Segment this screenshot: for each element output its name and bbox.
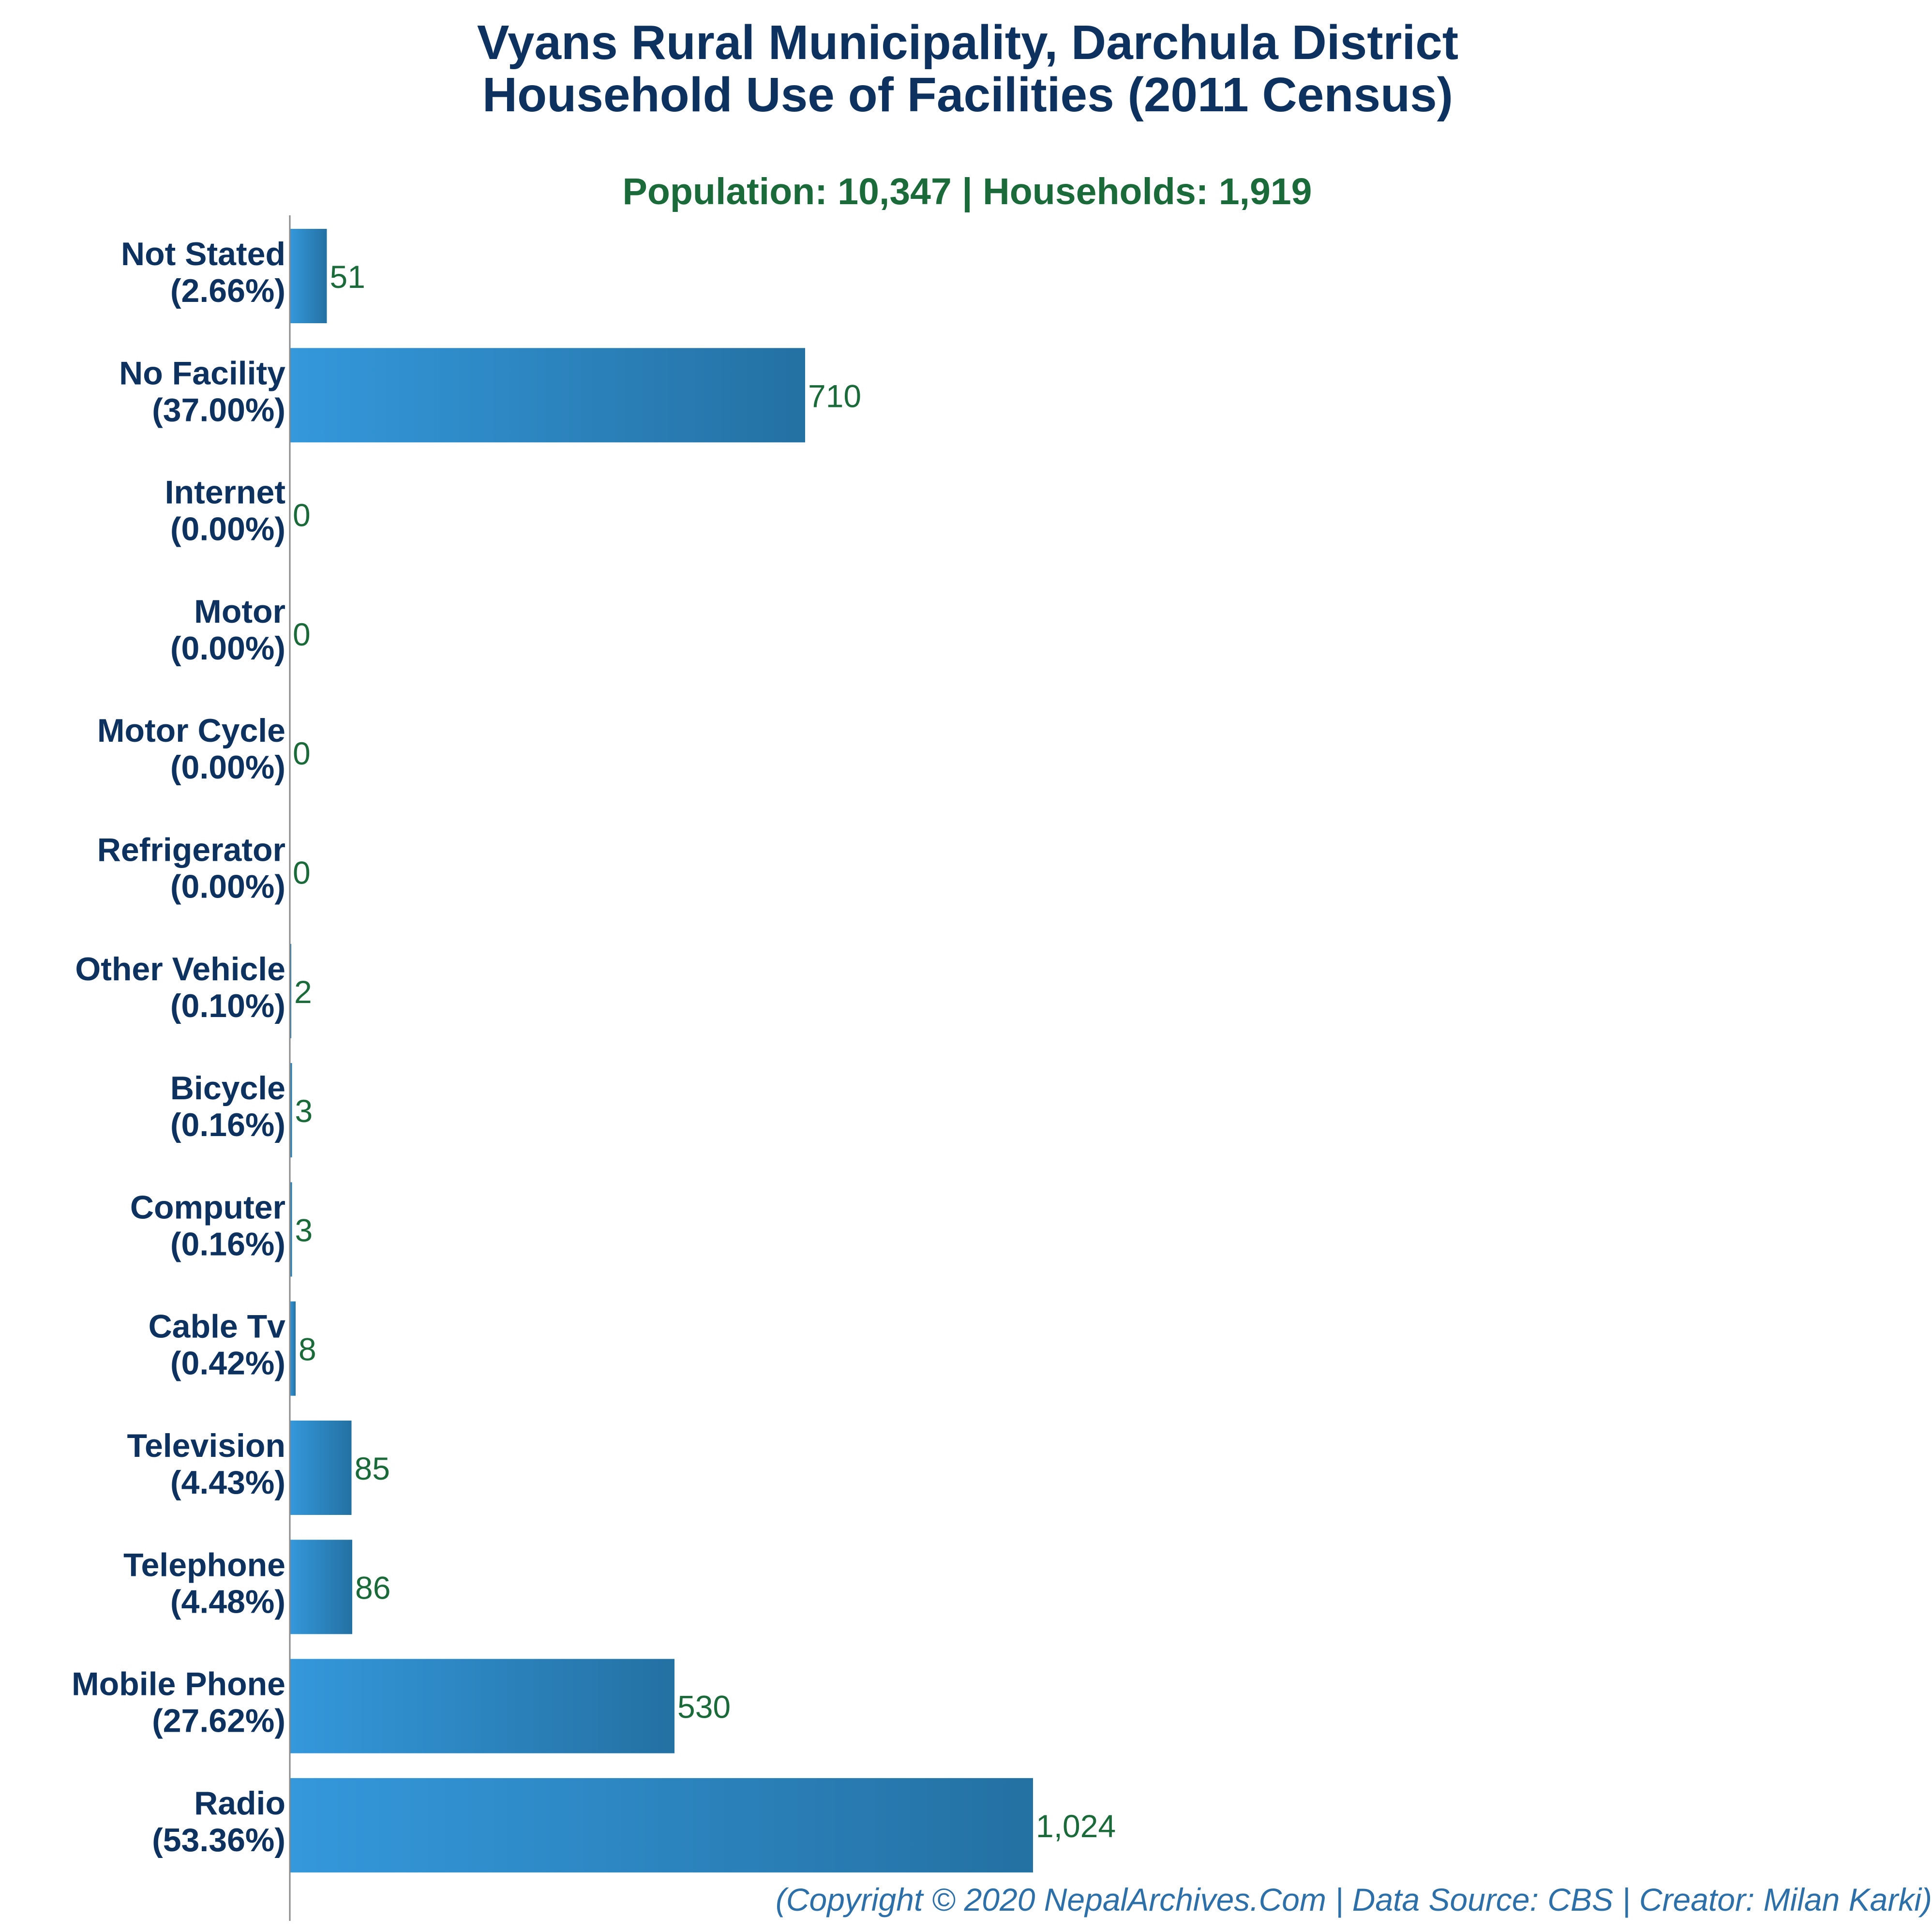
value-label-telephone: 86: [355, 1570, 390, 1605]
category-label-telephone: Telephone: [123, 1546, 285, 1583]
percent-label-television: (4.43%): [170, 1464, 285, 1501]
percent-label-mobile-phone: (27.62%): [152, 1703, 285, 1739]
value-label-no-facility: 710: [808, 378, 861, 414]
value-label-refrigerator: 0: [293, 855, 311, 891]
chart-subtitle: Population: 10,347 | Households: 1,919: [622, 171, 1312, 212]
bar-computer: [290, 1182, 292, 1277]
percent-label-bicycle: (0.16%): [170, 1107, 285, 1143]
category-label-refrigerator: Refrigerator: [97, 832, 285, 869]
value-label-not-stated: 51: [330, 259, 365, 295]
value-label-internet: 0: [293, 497, 311, 533]
value-label-motor-cycle: 0: [293, 735, 311, 771]
value-label-computer: 3: [295, 1212, 313, 1248]
bars-group: Not Stated(2.66%) 51 No Facility(37.00%) 71…: [72, 229, 1116, 1872]
percent-label-motor: (0.00%): [170, 630, 285, 667]
value-label-radio: 1,024: [1036, 1808, 1116, 1844]
chart-title-line-2: Household Use of Facilities (2011 Census…: [482, 68, 1453, 122]
bar-telephone: [290, 1540, 352, 1634]
value-label-television: 85: [355, 1451, 390, 1486]
category-label-not-stated: Not Stated: [121, 236, 285, 272]
category-label-mobile-phone: Mobile Phone: [72, 1666, 285, 1703]
bar-no-facility: [290, 348, 805, 443]
category-label-cable-tv: Cable Tv: [149, 1308, 286, 1345]
category-label-no-facility: No Facility: [119, 355, 285, 391]
category-label-internet: Internet: [165, 474, 285, 511]
bar-not-stated: [290, 229, 327, 323]
footer-credit: (Copyright © 2020 NepalArchives.Com | Da…: [776, 1882, 1932, 1918]
value-label-mobile-phone: 530: [677, 1689, 731, 1725]
percent-label-motor-cycle: (0.00%): [170, 749, 285, 786]
value-label-motor: 0: [293, 616, 311, 652]
category-label-computer: Computer: [130, 1189, 285, 1226]
value-label-other-vehicle: 2: [294, 974, 312, 1010]
category-label-motor: Motor: [194, 593, 285, 630]
value-label-cable-tv: 8: [299, 1332, 316, 1367]
percent-label-not-stated: (2.66%): [170, 272, 285, 309]
bar-television: [290, 1421, 352, 1515]
percent-label-refrigerator: (0.00%): [170, 869, 285, 905]
category-label-bicycle: Bicycle: [170, 1070, 285, 1107]
category-label-motor-cycle: Motor Cycle: [97, 712, 285, 749]
bar-bicycle: [290, 1063, 292, 1158]
bar-radio: [290, 1778, 1033, 1872]
category-label-other-vehicle: Other Vehicle: [75, 951, 285, 988]
percent-label-cable-tv: (0.42%): [170, 1345, 285, 1382]
percent-label-no-facility: (37.00%): [152, 391, 285, 428]
percent-label-radio: (53.36%): [152, 1822, 285, 1858]
category-label-television: Television: [127, 1427, 285, 1464]
bar-cable-tv: [290, 1301, 296, 1396]
percent-label-internet: (0.00%): [170, 511, 285, 548]
percent-label-telephone: (4.48%): [170, 1583, 285, 1620]
percent-label-computer: (0.16%): [170, 1226, 285, 1262]
chart-title-line-1: Vyans Rural Municipality, Darchula Distr…: [477, 15, 1458, 70]
category-label-radio: Radio: [194, 1785, 285, 1822]
percent-label-other-vehicle: (0.10%): [170, 988, 285, 1024]
value-label-bicycle: 3: [295, 1093, 313, 1129]
bar-mobile-phone: [290, 1659, 674, 1753]
